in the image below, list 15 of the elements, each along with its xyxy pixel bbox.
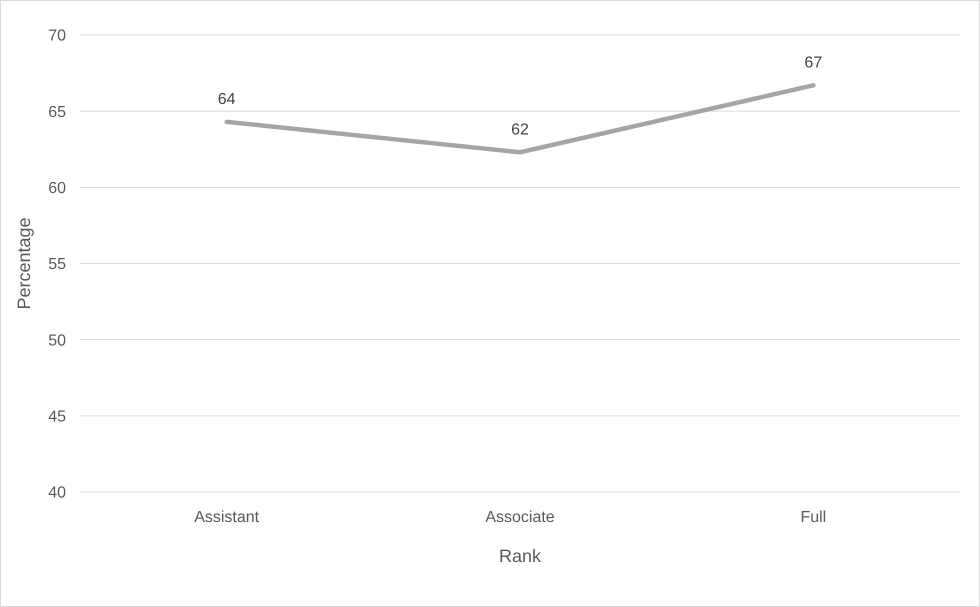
- data-label: 67: [804, 54, 822, 72]
- y-tick-label: 45: [48, 408, 66, 426]
- y-tick-label: 65: [48, 104, 66, 121]
- x-tick-label: Assistant: [194, 509, 260, 526]
- data-label: 62: [511, 121, 529, 138]
- y-tick-label: 60: [48, 180, 66, 197]
- y-tick-label: 70: [48, 28, 66, 45]
- y-tick-label: 40: [48, 484, 66, 502]
- y-tick-label: 55: [48, 256, 66, 274]
- y-tick-label: 50: [48, 332, 66, 350]
- x-tick-label: Full: [800, 509, 826, 526]
- x-axis-title: Rank: [498, 546, 542, 566]
- y-axis-title: Percentage: [14, 217, 34, 310]
- data-label: 64: [218, 90, 236, 108]
- x-tick-label: Associate: [485, 509, 555, 526]
